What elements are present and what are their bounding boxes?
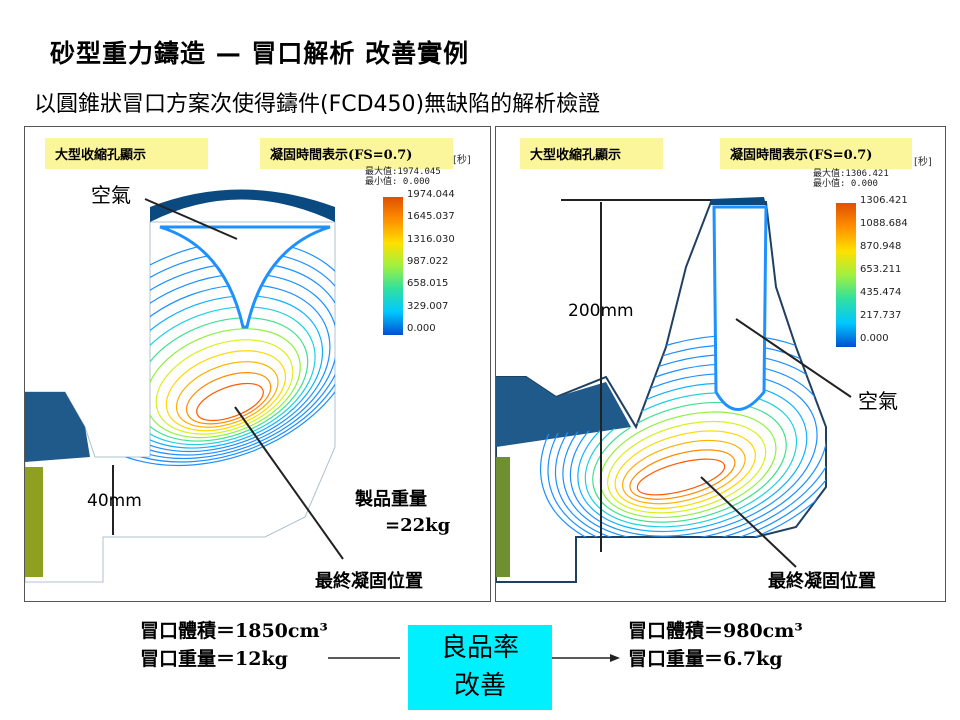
left-riser-info: 冒口體積＝1850cm³ 冒口重量＝12kg (140, 617, 328, 673)
left-casting-image (25, 189, 344, 583)
right-arrow-head (610, 654, 620, 662)
left-color-scale (383, 197, 403, 335)
left-final-label: 最終凝固位置 (315, 571, 423, 592)
scale-tick: 217.737 (860, 310, 902, 321)
scale-tick: 870.948 (860, 241, 902, 252)
contour-line (186, 372, 272, 425)
left-weight-value: =22kg (385, 515, 451, 536)
scale-tick: 0.000 (407, 322, 436, 334)
right-contours (539, 334, 826, 556)
left-tag-shrinkage: 大型收縮孔顯示 (45, 138, 208, 169)
yield-line-1: 良品率 (440, 633, 519, 663)
left-side-chill (25, 467, 43, 577)
contour-line (165, 350, 287, 432)
left-weight-label: 製品重量 (355, 489, 427, 510)
right-riser-weight: 冒口重量＝6.7kg (628, 648, 783, 670)
scale-tick: 1306.421 (860, 195, 908, 206)
scale-tick: 1316.030 (407, 233, 455, 245)
left-casting-body (25, 221, 336, 583)
scale-tick: 658.015 (407, 278, 449, 290)
contour-line (584, 392, 798, 528)
left-tag-time: 凝固時間表示(FS=0.7) (260, 138, 453, 169)
left-air-cavity (159, 225, 331, 329)
left-air-label: 空氣 (91, 183, 131, 207)
contour-line (592, 401, 787, 523)
left-riser-volume: 冒口體積＝1850cm³ (140, 620, 328, 642)
contour-line (577, 382, 808, 533)
right-simulation-panel: 大型收縮孔顯示 凝固時間表示(FS=0.7) [秒] 最大值:1306.421 … (495, 126, 946, 602)
right-min: 最小值: 0.000 (813, 179, 878, 189)
right-unit: [秒] (914, 157, 932, 168)
contour-line (155, 339, 294, 435)
scale-tick: 435.474 (860, 287, 902, 298)
right-tag-time: 凝固時間表示(FS=0.7) (720, 138, 912, 169)
scale-tick: 0.000 (860, 333, 889, 344)
scale-tick: 653.211 (860, 264, 902, 275)
right-side-chill (496, 457, 510, 577)
right-air-label: 空氣 (858, 389, 898, 413)
left-simulation-panel: 大型收縮孔顯示 凝固時間表示(FS=0.7) [秒] 最大值:1974.045 … (24, 126, 491, 602)
right-color-scale (836, 203, 856, 347)
left-unit: [秒] (453, 155, 471, 166)
contour-line (636, 458, 726, 496)
right-air-cavity (712, 205, 768, 411)
contour-line (629, 449, 736, 500)
contour-line (621, 439, 746, 505)
right-riser-top (711, 197, 766, 205)
contour-line (569, 373, 818, 537)
right-riser-info: 冒口體積＝980cm³ 冒口重量＝6.7kg (628, 617, 803, 673)
right-mold-wall (496, 377, 631, 447)
right-riser-volume: 冒口體積＝980cm³ (628, 620, 803, 642)
slide-title: 砂型重力鑄造 — 冒口解析 改善實例 (50, 39, 470, 68)
contour-line (175, 361, 279, 428)
left-mold-wall (25, 392, 90, 462)
left-riser-top (150, 189, 335, 222)
right-dim-label: 200mm (568, 301, 634, 321)
right-final-label: 最終凝固位置 (768, 571, 876, 592)
left-max: 最大值:1974.045 (365, 167, 441, 177)
scale-tick: 1088.684 (860, 218, 908, 229)
scale-tick: 329.007 (407, 300, 449, 312)
contour-line (614, 430, 756, 509)
left-dim-label: 40mm (87, 491, 142, 511)
yield-improvement-box: 良品率 改善 (408, 625, 552, 710)
yield-line-2: 改善 (453, 671, 506, 701)
left-min: 最小值: 0.000 (365, 177, 430, 187)
slide-subtitle: 以圓錐狀冒口方案次使得鑄件(FCD450)無缺陷的解析檢證 (34, 92, 601, 117)
right-tag-shrinkage: 大型收縮孔顯示 (520, 138, 663, 169)
scale-tick: 1974.044 (407, 189, 455, 200)
scale-tick: 987.022 (407, 255, 449, 267)
contour-line (196, 382, 264, 422)
right-casting-image (496, 197, 852, 583)
scale-tick: 1645.037 (407, 211, 455, 223)
left-riser-weight: 冒口重量＝12kg (140, 648, 288, 670)
right-max: 最大值:1306.421 (813, 169, 889, 179)
contour-line (607, 420, 767, 514)
